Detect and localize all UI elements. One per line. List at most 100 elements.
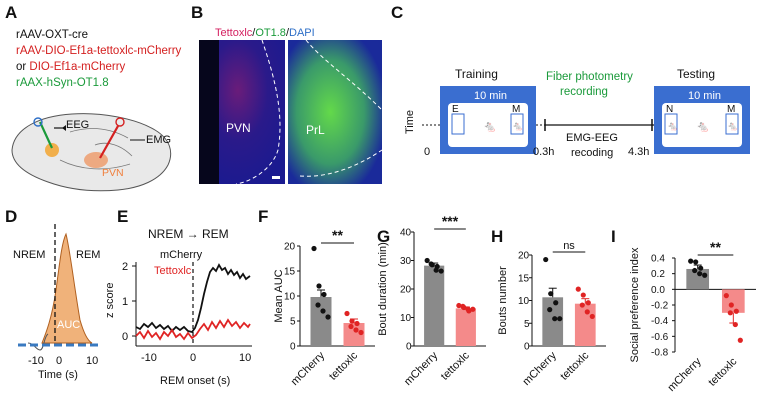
panel-e: NREM → REM mCherry Tettoxlc 0 1 2 z scor…	[104, 227, 252, 387]
g-data-point	[434, 268, 439, 273]
mouse-icon-1: 🐁	[483, 121, 497, 133]
figure-canvas: A B C D E F G H I rAAV-OXT-cre rAAV-DIO-…	[0, 0, 768, 411]
e-title: NREM → REM	[148, 227, 229, 241]
training-duration: 10 min	[474, 90, 507, 102]
i-data-point	[692, 268, 697, 273]
i-significance: **	[710, 239, 721, 255]
e-xtick-m10: -10	[141, 352, 157, 364]
g-category-label: mCherry	[402, 349, 441, 388]
fiber-label-2: recording	[560, 86, 608, 98]
virus-line-1: rAAV-OXT-cre	[16, 29, 88, 41]
i-ytick-label: -0.4	[651, 316, 669, 327]
emg-label-c-1: EMG-EEG	[566, 132, 618, 144]
virus-line-2: rAAV-DIO-Ef1a-tettoxlc-mCherry	[16, 45, 182, 57]
h-ytick-label: 5	[524, 319, 530, 330]
time-tick-2: 4.3h	[628, 146, 649, 158]
legend-tettox: Tettoxlc	[154, 265, 192, 277]
chart-h-bouts-number: 0 5 10 15 20 Bouts number mCherry tettoxlc ns	[497, 240, 606, 388]
g-data-point	[465, 306, 470, 311]
title-tettox: Tettoxlc	[215, 27, 253, 39]
panel-letter-f: F	[258, 207, 268, 226]
g-ytick-label: 40	[400, 228, 412, 239]
e-xtick-10: 10	[239, 352, 251, 364]
i-data-point	[697, 271, 702, 276]
chamber-m-1-label: M	[512, 104, 520, 115]
f-category-label: tettoxlc	[327, 349, 360, 382]
panel-letter-d: D	[5, 207, 17, 226]
d-tick-0: 0	[56, 355, 62, 367]
f-ytick-label: 0	[290, 342, 296, 353]
f-data-point	[311, 246, 316, 251]
chamber-m-2-label: M	[727, 104, 735, 115]
g-data-point	[425, 258, 430, 263]
g-data-point	[439, 268, 444, 273]
i-data-point	[728, 310, 733, 315]
stranger-mouse-icon-2: 🐁	[727, 121, 738, 131]
h-ytick-label: 20	[518, 251, 530, 262]
mouse-icon-2: 🐁	[696, 121, 710, 133]
f-significance: **	[332, 227, 343, 243]
emg-label-c-2: recoding	[571, 147, 613, 159]
f-data-point	[348, 324, 353, 329]
chamber-e	[452, 114, 464, 134]
h-data-point	[552, 316, 557, 321]
i-data-point	[724, 293, 729, 298]
fiber-label-1: Fiber photometry	[546, 71, 633, 83]
i-ylabel: Social preference index	[629, 247, 641, 362]
f-data-point	[358, 330, 363, 335]
time-tick-0: 0	[424, 146, 430, 158]
legend-mcherry: mCherry	[160, 249, 203, 261]
familiar-mouse-icon: 🐁	[667, 121, 678, 131]
panel-c: Training Testing 10 min E M 🐁 🐁 10 min N…	[404, 67, 750, 159]
h-data-point	[576, 287, 581, 292]
image-pvn-ventricle	[199, 40, 219, 184]
i-category-label: mCherry	[665, 355, 704, 394]
i-ytick-label: 0.0	[651, 285, 665, 296]
g-significance: ***	[442, 213, 459, 229]
chart-g-bout-duration: 0 10 20 30 40 Bout duration (min) mCherrytetto…	[377, 213, 486, 388]
scale-bar	[272, 176, 280, 179]
time-axis-label: Time	[404, 110, 416, 134]
i-ytick-label: 0.2	[651, 269, 665, 280]
prl-label: PrL	[306, 123, 325, 137]
f-ytick-label: 5	[290, 317, 296, 328]
h-data-point	[580, 302, 585, 307]
i-data-point	[734, 309, 739, 314]
i-ytick-label: -0.6	[651, 332, 669, 343]
f-data-point	[315, 302, 320, 307]
panel-letter-c: C	[391, 3, 403, 22]
g-data-point	[460, 304, 465, 309]
pvn-label-b: PVN	[226, 121, 251, 135]
pvn-label-a: PVN	[102, 167, 124, 179]
h-bar-tettoxlc	[575, 304, 596, 346]
g-category-label: tettoxlc	[439, 349, 472, 382]
chart-i-social-preference: -0.8 -0.6 -0.4 -0.2 0.0 0.2 0.4 Social preferen…	[629, 239, 756, 394]
panel-letter-a: A	[5, 3, 17, 22]
f-category-label: mCherry	[289, 349, 328, 388]
e-ylab-1: 1	[122, 296, 128, 308]
virus-line-3-alt: DIO-Ef1a-mCherry	[29, 61, 125, 73]
f-bar-mcherry	[311, 297, 332, 346]
chamber-n-label: N	[666, 104, 673, 115]
time-tick-1: 0.3h	[533, 146, 554, 158]
g-data-point	[429, 261, 434, 266]
h-data-point	[557, 316, 562, 321]
i-data-point	[729, 302, 734, 307]
g-bar-tettoxlc	[456, 308, 476, 346]
auc-label: AUC	[57, 319, 80, 331]
h-data-point	[586, 300, 591, 305]
training-label: Training	[455, 67, 498, 81]
f-ytick-label: 10	[284, 292, 296, 303]
g-ytick-label: 30	[400, 256, 412, 267]
i-data-point	[688, 259, 693, 264]
e-ylab-0: 0	[122, 331, 128, 343]
h-data-point	[585, 309, 590, 314]
g-bar-mcherry	[424, 266, 444, 346]
h-ytick-label: 10	[518, 296, 530, 307]
panel-b-title: Tettoxlc/OT1.8/DAPI	[215, 27, 315, 39]
i-data-point	[698, 266, 703, 271]
f-data-point	[320, 308, 325, 313]
i-data-point	[738, 338, 743, 343]
e-ylabel: z score	[104, 283, 116, 318]
f-data-point	[353, 327, 358, 332]
